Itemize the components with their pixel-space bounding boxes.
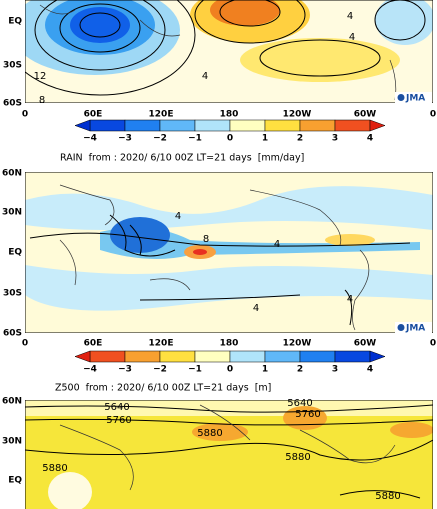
colorbar-segment xyxy=(264,350,301,363)
contour-label: 4 xyxy=(202,71,208,82)
lat-label: EQ xyxy=(8,476,22,486)
colorbar-arrow xyxy=(74,119,91,132)
colorbar-label: 3 xyxy=(332,365,338,375)
colorbar-label: 3 xyxy=(332,134,338,144)
colorbar-label: −2 xyxy=(153,134,167,144)
contour-label: 5880 xyxy=(42,463,67,474)
contour-label: 5640 xyxy=(104,402,129,413)
colorbar-segment xyxy=(264,119,301,132)
colorbar-label: 2 xyxy=(297,365,303,375)
lon-label: 180 xyxy=(220,339,239,349)
colorbar-segment xyxy=(194,119,231,132)
lat-label: 30N xyxy=(2,208,22,218)
contour-label: 5880 xyxy=(375,491,400,502)
logo: JMA xyxy=(405,324,425,334)
lon-label: 0 xyxy=(22,339,28,349)
colorbar-arrow xyxy=(369,350,386,363)
contour-label: 5760 xyxy=(295,409,320,420)
lon-label: 60E xyxy=(84,110,103,120)
contour-label: 5760 xyxy=(106,415,131,426)
lon-label: 120W xyxy=(283,339,312,349)
lon-label: 180 xyxy=(220,110,239,120)
colorbar-label: 0 xyxy=(227,134,233,144)
lat-label: 60S xyxy=(3,99,22,109)
colorbar-label: −3 xyxy=(118,134,132,144)
lon-label: 60E xyxy=(84,339,103,349)
logo-icon xyxy=(397,324,405,331)
lon-label: 120E xyxy=(149,110,174,120)
contour-label: 5640 xyxy=(287,398,312,409)
lat-label: EQ xyxy=(8,17,22,27)
panel-title: RAIN from : 2020/ 6/10 00Z LT=21 days [m… xyxy=(60,153,304,164)
colorbar-segment xyxy=(124,350,161,363)
contour-label: 8 xyxy=(39,95,45,106)
colorbar-label: 2 xyxy=(297,134,303,144)
contour-label: 4 xyxy=(274,239,280,250)
contour-label: 4 xyxy=(349,32,355,43)
lon-label: 0 xyxy=(430,110,436,120)
lon-label: 60W xyxy=(354,339,377,349)
colorbar-label: 4 xyxy=(367,365,373,375)
colorbar-label: 0 xyxy=(227,365,233,375)
contour-label: 4 xyxy=(347,11,353,22)
colorbar-segment xyxy=(334,350,371,363)
lat-label: 30S xyxy=(3,289,22,299)
colorbar-segment xyxy=(124,119,161,132)
lon-label: 120W xyxy=(283,110,312,120)
colorbar-label: 1 xyxy=(262,365,268,375)
z500-map xyxy=(25,400,433,509)
colorbar-segment xyxy=(299,119,336,132)
lon-label: 0 xyxy=(430,339,436,349)
contour-label: 8 xyxy=(203,234,209,245)
colorbar-segment xyxy=(159,350,196,363)
colorbar-segment xyxy=(229,119,266,132)
contour-label: 5880 xyxy=(285,452,310,463)
contour-label: 5880 xyxy=(197,428,222,439)
colorbar-label: −4 xyxy=(83,365,97,375)
logo: JMA xyxy=(405,94,425,104)
contour-label: 4 xyxy=(253,303,259,314)
colorbar-segment xyxy=(89,350,126,363)
lat-label: 60N xyxy=(2,169,22,179)
colorbar-segment xyxy=(229,350,266,363)
logo-box xyxy=(395,92,432,103)
lon-label: 0 xyxy=(22,110,28,120)
colorbar-label: −1 xyxy=(188,365,202,375)
lat-label: 30N xyxy=(2,437,22,447)
colorbar-segment xyxy=(89,119,126,132)
colorbar-label: −1 xyxy=(188,134,202,144)
colorbar-label: −4 xyxy=(83,134,97,144)
colorbar-segment xyxy=(334,119,371,132)
rain-map xyxy=(25,172,433,333)
logo-icon xyxy=(397,94,405,101)
anomaly-map xyxy=(25,0,433,103)
panel-title: Z500 from : 2020/ 6/10 00Z LT=21 days [m… xyxy=(55,383,271,394)
lat-label: EQ xyxy=(8,248,22,258)
lon-label: 120E xyxy=(149,339,174,349)
colorbar-label: −2 xyxy=(153,365,167,375)
logo-box xyxy=(395,322,432,333)
lat-label: 30S xyxy=(3,61,22,71)
lon-label: 60W xyxy=(354,110,377,120)
colorbar-segment xyxy=(159,119,196,132)
lat-label: 60S xyxy=(3,329,22,339)
contour-label: 4 xyxy=(175,211,181,222)
colorbar-label: 4 xyxy=(367,134,373,144)
contour-label: 4 xyxy=(347,294,353,305)
colorbar-label: 1 xyxy=(262,134,268,144)
colorbar-arrow xyxy=(74,350,91,363)
colorbar-segment xyxy=(194,350,231,363)
colorbar-label: −3 xyxy=(118,365,132,375)
colorbar-segment xyxy=(299,350,336,363)
contour-label: 12 xyxy=(34,71,47,82)
lat-label: 60N xyxy=(2,397,22,407)
colorbar-arrow xyxy=(369,119,386,132)
